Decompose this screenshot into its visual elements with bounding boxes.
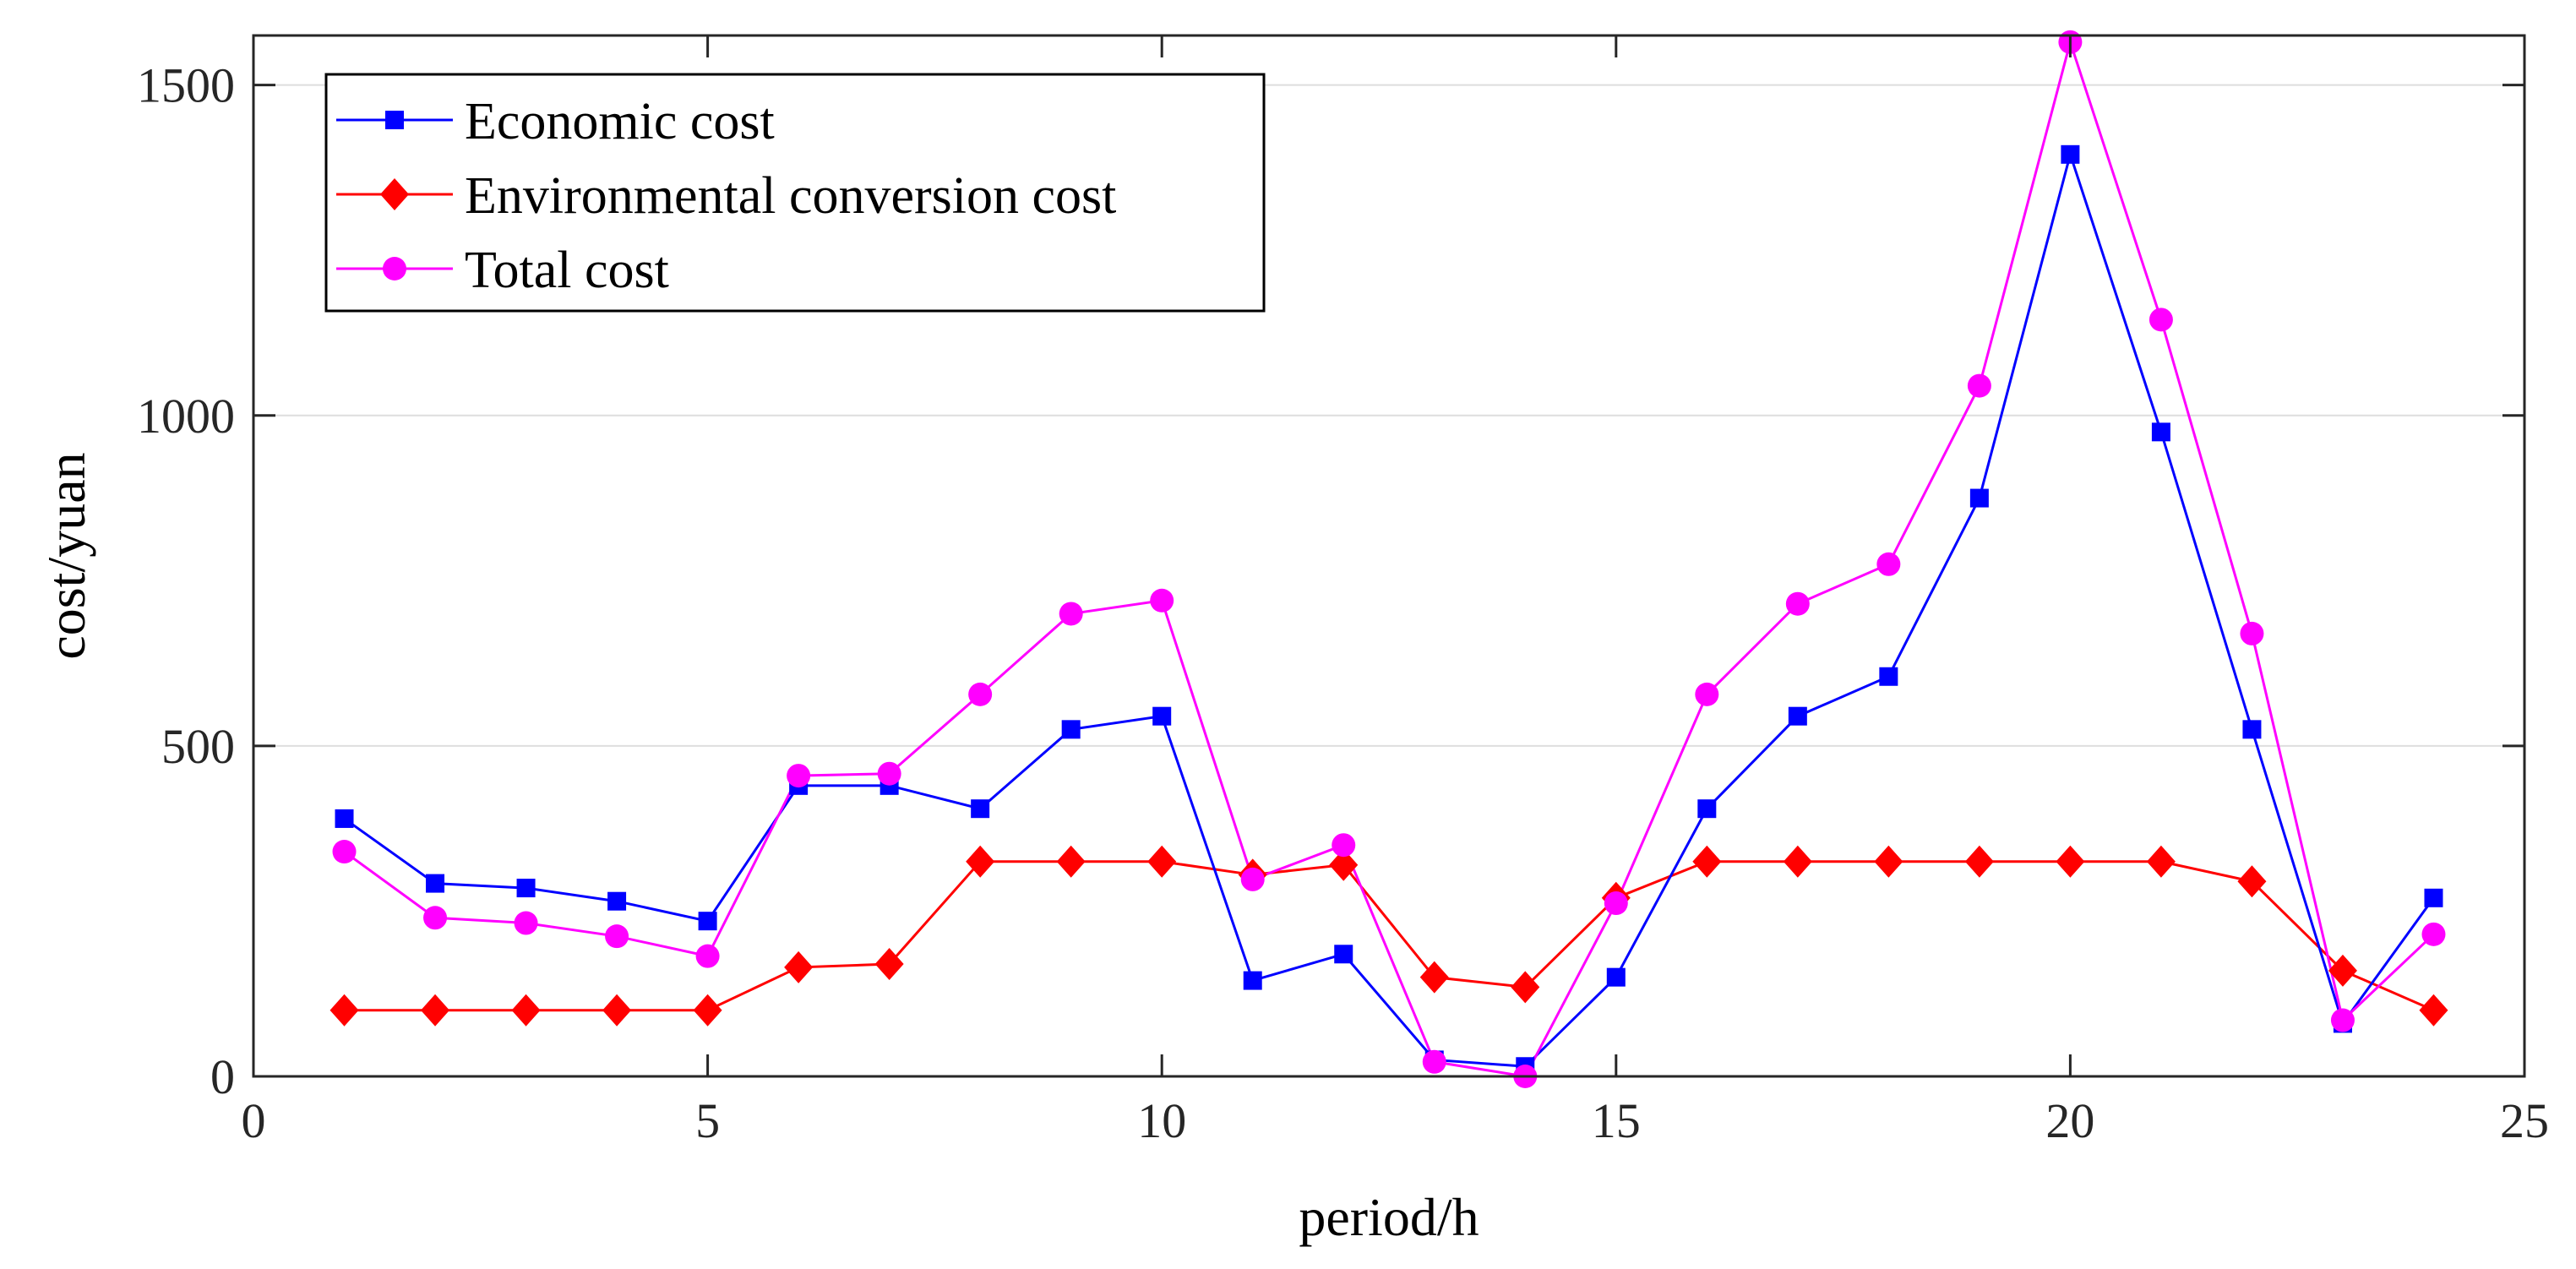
series-line-0 xyxy=(343,150,2435,1068)
y-tick-label-1000: 1000 xyxy=(137,389,235,444)
series-1-point-6 xyxy=(784,950,814,983)
series-0-point-15 xyxy=(1606,967,1626,987)
series-1-point-20 xyxy=(2056,845,2085,878)
series-2-point-1 xyxy=(332,840,357,864)
series-2-point-18 xyxy=(1876,552,1901,576)
series-0-point-4 xyxy=(607,891,627,911)
series-0-point-9 xyxy=(1061,720,1081,739)
series-2-point-19 xyxy=(1967,373,1991,398)
series-0-point-24 xyxy=(2424,888,2443,907)
series-1-point-8 xyxy=(966,845,995,878)
series-2-point-11 xyxy=(1240,867,1265,891)
y-tick-label-500: 500 xyxy=(161,719,235,774)
series-1-point-18 xyxy=(1874,845,1903,878)
series-0-point-16 xyxy=(1697,799,1717,819)
legend-box xyxy=(324,73,1266,313)
series-0-point-1 xyxy=(335,809,354,828)
legend-label-0: Economic cost xyxy=(465,93,775,150)
series-2-point-9 xyxy=(1059,602,1083,626)
series-2-point-6 xyxy=(787,764,811,788)
series-0-point-22 xyxy=(2242,720,2262,739)
series-2-point-12 xyxy=(1332,833,1356,858)
series-2-point-21 xyxy=(2148,308,2173,332)
series-1-point-7 xyxy=(874,948,904,981)
series-1-point-24 xyxy=(2419,994,2448,1027)
series-0-point-19 xyxy=(1969,488,1989,508)
series-1-point-14 xyxy=(1511,971,1540,1004)
series-2-point-17 xyxy=(1785,591,1810,616)
series-1-point-2 xyxy=(421,994,450,1027)
series-0-point-2 xyxy=(426,874,445,893)
legend: Economic cost Environmental conversion co… xyxy=(324,73,1266,313)
series-0-point-5 xyxy=(698,912,717,931)
series-1-point-23 xyxy=(2328,954,2357,987)
series-markers xyxy=(329,30,2448,1088)
series-2-point-13 xyxy=(1422,1049,1446,1074)
series-0-point-3 xyxy=(516,879,536,898)
series-0-point-21 xyxy=(2151,422,2170,442)
series-2-point-8 xyxy=(968,682,993,706)
y-tick-label-1500: 1500 xyxy=(137,58,235,113)
x-tick-label-15: 15 xyxy=(1592,1093,1641,1148)
series-1-point-17 xyxy=(1783,845,1812,878)
series-0-point-11 xyxy=(1243,971,1262,990)
series-0-point-8 xyxy=(971,799,990,819)
x-tick-label-25: 25 xyxy=(2500,1093,2549,1148)
x-tick-label-5: 5 xyxy=(695,1093,720,1148)
series-1-point-10 xyxy=(1147,845,1177,878)
series-2-point-7 xyxy=(877,761,901,786)
series-0-point-10 xyxy=(1152,706,1172,726)
series-lines xyxy=(343,37,2435,1078)
series-2-point-2 xyxy=(423,906,448,930)
series-2-point-22 xyxy=(2240,621,2264,645)
series-2-point-23 xyxy=(2330,1008,2355,1032)
series-0-point-20 xyxy=(2061,144,2080,164)
legend-label-1: Environmental conversion cost xyxy=(465,167,1116,225)
axis-ticks xyxy=(252,35,2526,1078)
legend-marker-1 xyxy=(380,178,409,210)
series-1-point-12 xyxy=(1329,848,1359,881)
series-line-2 xyxy=(343,37,2435,1078)
series-1-point-22 xyxy=(2237,865,2267,898)
y-tick-label-0: 0 xyxy=(210,1049,235,1104)
series-2-point-24 xyxy=(2421,922,2446,946)
legend-items: Economic cost Environmental conversion co… xyxy=(336,93,1116,299)
legend-marker-0 xyxy=(385,111,404,129)
series-1-point-16 xyxy=(1692,845,1722,878)
y-axis-label: cost/yuan xyxy=(36,452,96,659)
series-0-point-17 xyxy=(1788,706,1807,726)
x-tick-label-20: 20 xyxy=(2045,1093,2094,1148)
series-1-point-4 xyxy=(602,994,632,1027)
legend-label-2: Total cost xyxy=(465,242,669,299)
series-1-point-1 xyxy=(329,994,359,1027)
series-2-point-5 xyxy=(695,944,720,968)
series-1-point-19 xyxy=(1964,845,1994,878)
series-1-point-5 xyxy=(693,994,722,1027)
series-1-point-3 xyxy=(511,994,541,1027)
x-axis-label: period/h xyxy=(1299,1187,1479,1247)
series-2-point-10 xyxy=(1150,588,1174,613)
x-tick-label-10: 10 xyxy=(1137,1093,1186,1148)
series-2-point-4 xyxy=(605,924,629,949)
plot-frame xyxy=(252,34,2526,1078)
series-2-point-15 xyxy=(1604,891,1628,916)
series-1-point-21 xyxy=(2146,845,2176,878)
series-0-point-18 xyxy=(1879,667,1898,686)
series-1-point-9 xyxy=(1056,845,1086,878)
series-line-1 xyxy=(344,860,2435,1012)
series-2-point-3 xyxy=(514,911,538,935)
legend-marker-2 xyxy=(383,257,406,280)
series-2-point-16 xyxy=(1695,682,1719,706)
series-1-point-13 xyxy=(1419,961,1449,994)
x-tick-label-0: 0 xyxy=(242,1093,266,1148)
series-0-point-12 xyxy=(1334,945,1353,964)
tick-labels: 0 5 10 15 20 25 0 500 1000 1500 xyxy=(137,58,2549,1148)
